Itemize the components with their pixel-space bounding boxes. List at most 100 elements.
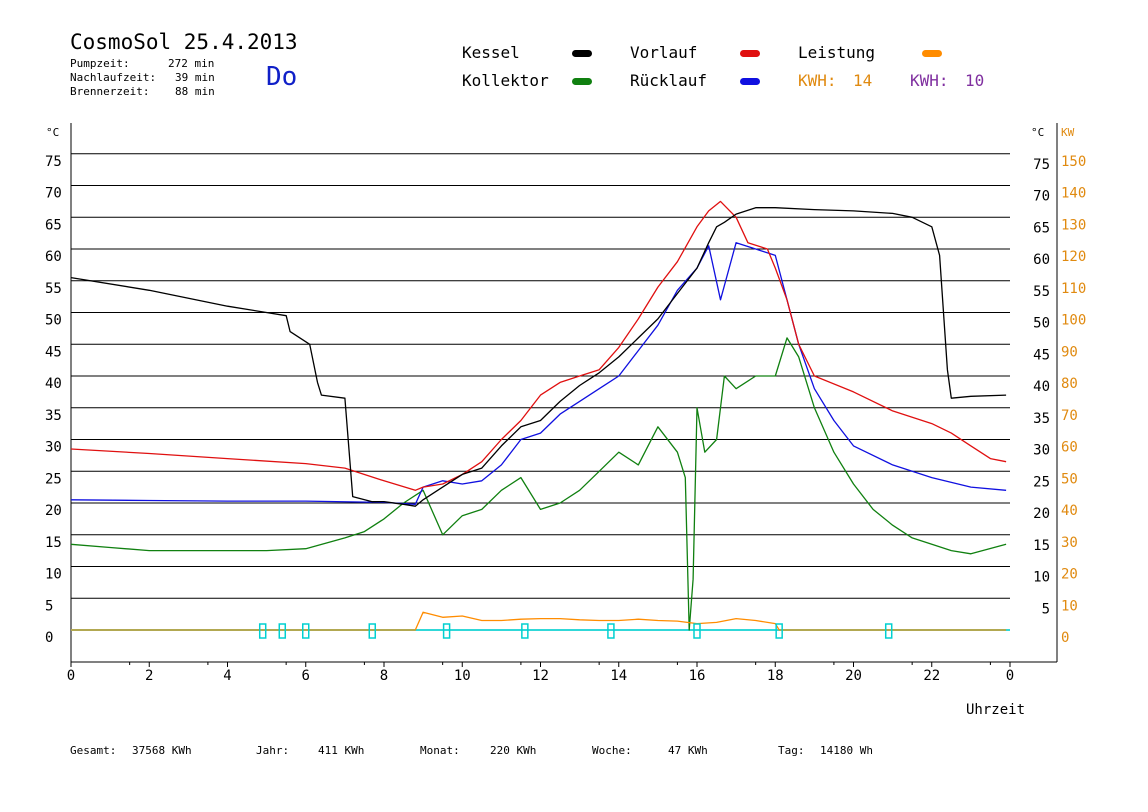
y-tick-label-right-kw: 90 bbox=[1061, 344, 1078, 360]
pump-pulse bbox=[302, 623, 310, 639]
footer-tag-label: Tag: bbox=[778, 744, 805, 757]
legend-kollektor-swatch bbox=[572, 78, 592, 85]
stat-pumpzeit-value: 272 min bbox=[168, 57, 215, 70]
y-tick-label-left: 45 bbox=[45, 344, 62, 360]
y-tick-label-right-kw: 50 bbox=[1061, 471, 1078, 487]
pump-pulse bbox=[607, 623, 615, 639]
legend-vorlauf-swatch bbox=[740, 50, 760, 57]
x-tick-label: 6 bbox=[302, 668, 310, 684]
y-tick-label-right-kw: 140 bbox=[1061, 186, 1086, 202]
y-tick-label-right-c: 35 bbox=[1033, 411, 1050, 427]
pump-pulse bbox=[258, 623, 267, 639]
stat-nachlaufzeit-label: Nachlaufzeit: bbox=[70, 71, 157, 84]
x-tick-label: 2 bbox=[145, 668, 153, 684]
kwh-orange-label: KWH: bbox=[798, 71, 837, 90]
y-tick-label-right-c: 55 bbox=[1033, 284, 1050, 300]
x-tick-label: 20 bbox=[845, 668, 862, 684]
pump-pulse bbox=[693, 623, 701, 639]
x-tick-label: 12 bbox=[532, 668, 549, 684]
x-tick-label: 4 bbox=[223, 668, 231, 684]
y-tick-label-left: 50 bbox=[45, 313, 62, 329]
legend-kessel-swatch bbox=[572, 50, 592, 57]
stat-brennerzeit-value: 88 min bbox=[175, 85, 215, 98]
x-tick-label: 16 bbox=[689, 668, 706, 684]
footer-woche-value: 47 KWh bbox=[668, 744, 708, 757]
footer-monat-label: Monat: bbox=[420, 744, 460, 757]
y-tick-label-left: 55 bbox=[45, 281, 62, 297]
y-tick-label-left: 40 bbox=[45, 376, 62, 392]
x-tick-label: 22 bbox=[923, 668, 940, 684]
series-line-kessel bbox=[70, 207, 1007, 507]
y-tick-label-right-kw: 0 bbox=[1061, 630, 1069, 646]
legend-leistung-label: Leistung bbox=[798, 43, 876, 62]
y-tick-label-right-kw: 110 bbox=[1061, 281, 1086, 297]
y-tick-label-right-kw: 150 bbox=[1061, 154, 1086, 170]
left-unit-label: °C bbox=[46, 126, 60, 139]
y-tick-label-left: 65 bbox=[45, 217, 62, 233]
y-tick-label-right-c: 45 bbox=[1033, 347, 1050, 363]
footer-jahr-label: Jahr: bbox=[256, 744, 290, 757]
x-tick-label: 14 bbox=[610, 668, 627, 684]
series-line-leistung bbox=[71, 611, 1007, 631]
y-tick-label-right-c: 70 bbox=[1033, 189, 1050, 205]
stat-nachlaufzeit-value: 39 min bbox=[175, 71, 215, 84]
legend-kessel-label: Kessel bbox=[462, 43, 520, 62]
y-tick-label-right-c: 20 bbox=[1033, 506, 1050, 522]
pump-pulse bbox=[442, 623, 451, 639]
y-tick-label-left: 75 bbox=[45, 154, 62, 170]
y-tick-label-right-c: 15 bbox=[1033, 538, 1050, 554]
footer-jahr-value: 411 KWh bbox=[318, 744, 365, 757]
y-tick-label-right-c: 30 bbox=[1033, 443, 1050, 459]
right-unit-c-label: °C bbox=[1031, 126, 1045, 139]
series-line-kollektor bbox=[70, 337, 1007, 631]
x-tick-label: 10 bbox=[454, 668, 471, 684]
y-tick-label-left: 60 bbox=[45, 249, 62, 265]
footer-monat-value: 220 KWh bbox=[490, 744, 537, 757]
y-tick-label-right-kw: 20 bbox=[1061, 567, 1078, 583]
series-line-rücklauf bbox=[70, 242, 1007, 505]
y-tick-label-right-c: 25 bbox=[1033, 474, 1050, 490]
right-unit-kw-label: KW bbox=[1061, 126, 1075, 139]
stat-brennerzeit-label: Brennerzeit: bbox=[70, 85, 150, 98]
legend-ruecklauf-label: Rücklauf bbox=[630, 71, 708, 90]
series-line-vorlauf bbox=[70, 200, 1007, 491]
legend-leistung-swatch bbox=[922, 50, 942, 57]
kwh-purple-value: 10 bbox=[965, 71, 985, 90]
kwh-purple-label: KWH: bbox=[910, 71, 949, 90]
y-tick-label-left: 20 bbox=[45, 503, 62, 519]
y-tick-label-right-c: 65 bbox=[1033, 220, 1050, 236]
y-tick-label-left: 70 bbox=[45, 186, 62, 202]
y-tick-label-left: 0 bbox=[45, 630, 53, 646]
y-tick-label-right-c: 40 bbox=[1033, 379, 1050, 395]
footer-tag-value: 14180 Wh bbox=[820, 744, 873, 757]
stat-pumpzeit-label: Pumpzeit: bbox=[70, 57, 130, 70]
y-tick-label-left: 35 bbox=[45, 408, 62, 424]
kwh-orange-value: 14 bbox=[853, 71, 873, 90]
day-label: Do bbox=[266, 62, 298, 92]
x-tick-label: 8 bbox=[380, 668, 388, 684]
y-tick-label-right-kw: 130 bbox=[1061, 217, 1086, 233]
y-tick-label-right-c: 75 bbox=[1033, 157, 1050, 173]
y-tick-label-right-c: 60 bbox=[1033, 252, 1050, 268]
x-axis-label: Uhrzeit bbox=[966, 702, 1026, 718]
y-tick-label-right-kw: 100 bbox=[1061, 313, 1086, 329]
y-tick-label-right-kw: 10 bbox=[1061, 598, 1078, 614]
y-tick-label-right-c: 50 bbox=[1033, 316, 1050, 332]
pump-pulse bbox=[521, 623, 529, 639]
y-tick-label-right-kw: 120 bbox=[1061, 249, 1086, 265]
chart-title: CosmoSol 25.4.2013 bbox=[70, 30, 298, 54]
y-tick-label-right-c: 10 bbox=[1033, 570, 1050, 586]
pump-pulse bbox=[884, 623, 893, 639]
pump-pulse bbox=[368, 623, 377, 639]
y-tick-label-left: 5 bbox=[45, 598, 53, 614]
legend-vorlauf-label: Vorlauf bbox=[630, 43, 698, 62]
x-tick-label: 0 bbox=[67, 668, 75, 684]
y-tick-label-left: 25 bbox=[45, 471, 62, 487]
legend-ruecklauf-swatch bbox=[740, 78, 760, 85]
y-tick-label-left: 30 bbox=[45, 440, 62, 456]
y-tick-label-right-kw: 60 bbox=[1061, 440, 1078, 456]
x-tick-label: 18 bbox=[767, 668, 784, 684]
y-tick-label-right-kw: 30 bbox=[1061, 535, 1078, 551]
y-tick-label-right-kw: 80 bbox=[1061, 376, 1078, 392]
